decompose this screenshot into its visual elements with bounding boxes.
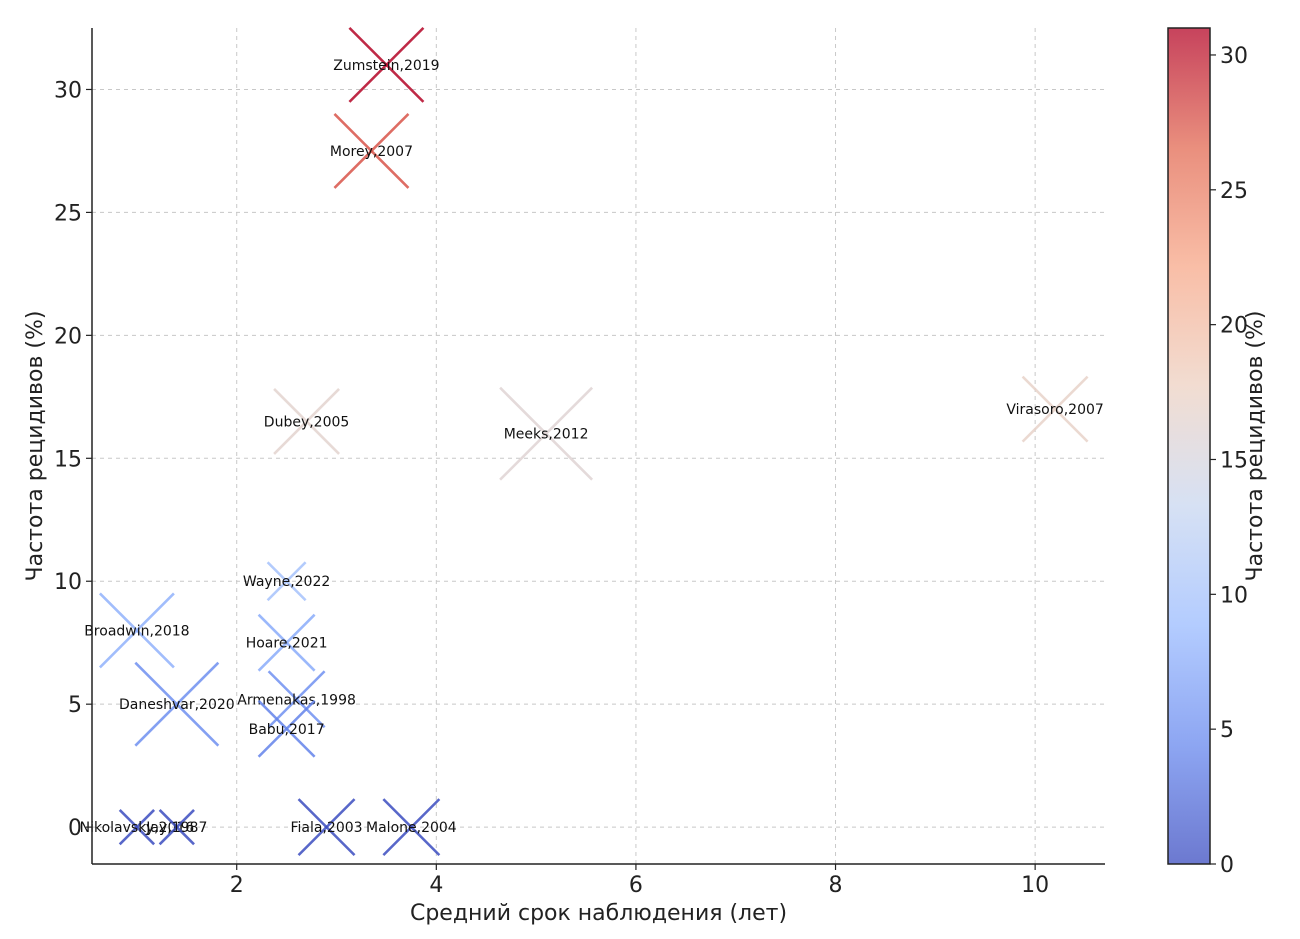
colorbar-tick-label: 30 xyxy=(1220,44,1248,69)
point-marker-stroke xyxy=(1021,375,1089,443)
point-label: Babu,2017 xyxy=(249,722,325,738)
point-marker-stroke xyxy=(267,670,326,729)
y-axis-label: Частота рецидивов (%) xyxy=(23,311,48,582)
point-label: Meeks,2012 xyxy=(504,427,589,443)
point-label: Fiala,2003 xyxy=(291,820,363,836)
colorbar-bar xyxy=(1167,27,1211,865)
point-marker-stroke xyxy=(333,113,410,189)
y-tick-label: 10 xyxy=(54,570,82,595)
data-point: Zumstein,2019 xyxy=(333,26,440,103)
y-tick-label: 5 xyxy=(68,693,82,718)
y-tick-label: 25 xyxy=(54,201,82,226)
colorbar: 0 5 10 15 20 25 30 xyxy=(1167,27,1248,878)
colorbar-tick-label: 25 xyxy=(1220,179,1248,204)
y-tick-label: 15 xyxy=(54,447,82,472)
x-tick-label: 8 xyxy=(829,873,843,898)
data-point: Babu,2017 xyxy=(249,699,325,758)
point-label: Zumstein,2019 xyxy=(333,58,439,74)
axis-ticks: 2 4 6 8 10 0 5 10 15 20 25 30 xyxy=(54,78,1049,898)
point-marker-stroke xyxy=(257,699,316,758)
point-label: Nikolavsky,2016 xyxy=(80,820,195,836)
x-axis-label: Средний срок наблюдения (лет) xyxy=(410,901,787,926)
data-point: Armenakas,1998 xyxy=(237,670,356,729)
data-point: Virasoro,2007 xyxy=(1006,375,1104,443)
colorbar-label: Частота рецидивов (%) xyxy=(1243,311,1268,582)
point-label: Jay,1987 xyxy=(145,820,207,836)
data-point: Daneshvar,2020 xyxy=(119,661,235,747)
data-point: Dubey,2005 xyxy=(264,387,350,455)
point-marker-stroke xyxy=(273,387,340,455)
point-marker-stroke xyxy=(158,808,195,846)
data-points: Zumstein,2019 Morey,2007 Dubey,2005 Meeks,2… xyxy=(80,26,1104,857)
point-label: Daneshvar,2020 xyxy=(119,697,235,713)
data-point: Meeks,2012 xyxy=(499,386,594,481)
data-point: Jay,1987 xyxy=(145,808,207,846)
colorbar-tick-label: 5 xyxy=(1220,718,1234,743)
point-marker-stroke xyxy=(382,798,441,857)
colorbar-tick-label: 20 xyxy=(1220,314,1248,339)
x-tick-label: 6 xyxy=(629,873,643,898)
x-tick-label: 2 xyxy=(230,873,244,898)
point-label: Wayne,2022 xyxy=(243,574,330,590)
data-point: Morey,2007 xyxy=(330,113,413,189)
data-point: Fiala,2003 xyxy=(291,798,363,857)
point-marker-stroke xyxy=(297,798,356,857)
colorbar-tick-label: 0 xyxy=(1220,853,1234,878)
point-label: Armenakas,1998 xyxy=(237,692,356,708)
point-marker-stroke xyxy=(499,386,594,481)
data-point: Nikolavsky,2016 xyxy=(80,808,195,846)
x-tick-label: 4 xyxy=(429,873,443,898)
x-tick-label: 10 xyxy=(1021,873,1049,898)
data-point: Malone,2004 xyxy=(366,798,457,857)
y-tick-label: 30 xyxy=(54,78,82,103)
grid-lines xyxy=(92,28,1105,864)
point-marker-stroke xyxy=(257,613,316,672)
point-label: Broadwin,2018 xyxy=(84,623,189,639)
data-point: Hoare,2021 xyxy=(246,613,328,672)
point-marker-stroke xyxy=(98,592,175,669)
point-marker-stroke xyxy=(118,808,156,846)
colorbar-tick-label: 15 xyxy=(1220,448,1248,473)
point-marker-stroke xyxy=(348,26,425,103)
point-label: Morey,2007 xyxy=(330,144,413,160)
data-point: Broadwin,2018 xyxy=(84,592,190,669)
y-tick-label: 0 xyxy=(68,816,82,841)
colorbar-tick-label: 10 xyxy=(1220,583,1248,608)
point-label: Dubey,2005 xyxy=(264,414,350,430)
point-label: Malone,2004 xyxy=(366,820,457,836)
point-marker-stroke xyxy=(134,661,220,747)
y-tick-label: 20 xyxy=(54,324,82,349)
plot-axes xyxy=(91,28,1105,865)
point-label: Virasoro,2007 xyxy=(1006,402,1103,418)
point-marker-stroke xyxy=(266,561,307,602)
point-label: Hoare,2021 xyxy=(246,636,328,652)
data-point: Wayne,2022 xyxy=(243,561,330,602)
